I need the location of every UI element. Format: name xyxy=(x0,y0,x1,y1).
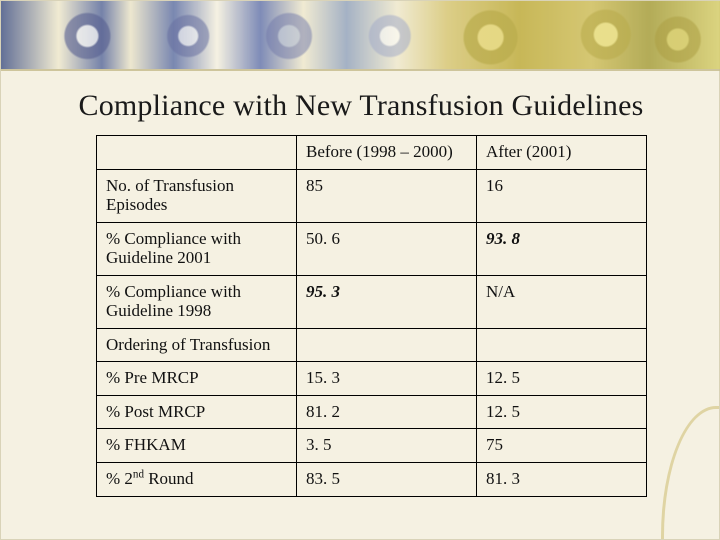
cell: 15. 3 xyxy=(297,362,477,396)
cell: 3. 5 xyxy=(297,429,477,463)
table-row: % Post MRCP 81. 2 12. 5 xyxy=(97,395,647,429)
cell: 81. 3 xyxy=(477,463,647,497)
section-label: Ordering of Transfusion xyxy=(97,328,297,362)
table-row: % FHKAM 3. 5 75 xyxy=(97,429,647,463)
cell-emphasized: 95. 3 xyxy=(297,275,477,328)
table-row: % Compliance with Guideline 2001 50. 6 9… xyxy=(97,222,647,275)
row-label: No. of Transfusion Episodes xyxy=(97,169,297,222)
table-section-row: Ordering of Transfusion xyxy=(97,328,647,362)
decorative-corner-accent xyxy=(661,406,719,539)
row-label: % Compliance with Guideline 1998 xyxy=(97,275,297,328)
cell: 12. 5 xyxy=(477,362,647,396)
cell: 50. 6 xyxy=(297,222,477,275)
decorative-banner xyxy=(1,1,720,71)
cell: 75 xyxy=(477,429,647,463)
slide-title: Compliance with New Transfusion Guidelin… xyxy=(1,89,720,123)
header-after: After (2001) xyxy=(477,136,647,170)
compliance-table-container: Before (1998 – 2000) After (2001) No. of… xyxy=(96,135,646,497)
table-header-row: Before (1998 – 2000) After (2001) xyxy=(97,136,647,170)
cell: 16 xyxy=(477,169,647,222)
table-row: % Pre MRCP 15. 3 12. 5 xyxy=(97,362,647,396)
cell: 81. 2 xyxy=(297,395,477,429)
row-label: % Compliance with Guideline 2001 xyxy=(97,222,297,275)
cell-empty xyxy=(477,328,647,362)
header-blank xyxy=(97,136,297,170)
row-label: % Pre MRCP xyxy=(97,362,297,396)
cell: 85 xyxy=(297,169,477,222)
table-row: % Compliance with Guideline 1998 95. 3 N… xyxy=(97,275,647,328)
table-row: % 2nd Round 83. 5 81. 3 xyxy=(97,463,647,497)
row-label: % 2nd Round xyxy=(97,463,297,497)
row-label: % FHKAM xyxy=(97,429,297,463)
cell-empty xyxy=(297,328,477,362)
slide: Compliance with New Transfusion Guidelin… xyxy=(0,0,720,540)
cell: 83. 5 xyxy=(297,463,477,497)
compliance-table: Before (1998 – 2000) After (2001) No. of… xyxy=(96,135,647,497)
cell: N/A xyxy=(477,275,647,328)
table-row: No. of Transfusion Episodes 85 16 xyxy=(97,169,647,222)
header-before: Before (1998 – 2000) xyxy=(297,136,477,170)
cell: 12. 5 xyxy=(477,395,647,429)
row-label: % Post MRCP xyxy=(97,395,297,429)
cell-emphasized: 93. 8 xyxy=(477,222,647,275)
